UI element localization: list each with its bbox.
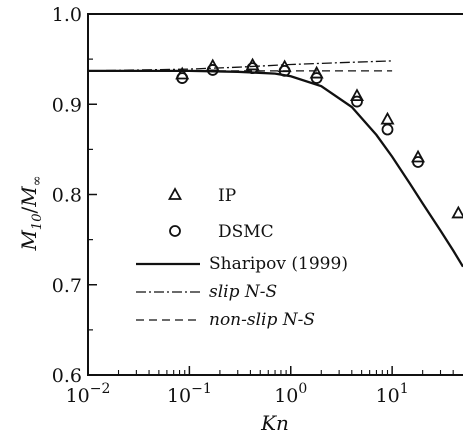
point-ip-4 xyxy=(309,65,324,79)
point-dsmc-4 xyxy=(310,72,323,84)
point-dsmc-6 xyxy=(381,123,394,136)
point-ip-6 xyxy=(380,111,395,125)
point-dsmc-1 xyxy=(206,64,219,76)
series-line-sharipov-1999 xyxy=(88,69,463,268)
point-ip-5 xyxy=(349,88,365,102)
y-tick-label-0: 0.6 xyxy=(52,365,82,387)
point-dsmc-7 xyxy=(412,156,424,168)
y-label-main: M xyxy=(17,230,41,252)
legend-label-sharipov-1999: Sharipov (1999) xyxy=(209,254,348,274)
point-dsmc-0 xyxy=(176,72,189,84)
point-dsmc-5 xyxy=(351,95,363,108)
svg-text:M10/M∞: M10/M∞ xyxy=(17,175,45,251)
x-tick-label-1: 10−1 xyxy=(167,381,212,407)
legend-marker-ip xyxy=(167,187,183,200)
legend-label-slip-n-s: slip N-S xyxy=(209,282,277,302)
legend-label-ip: IP xyxy=(218,186,236,206)
y-label-ref: M xyxy=(17,186,41,208)
legend-label-non-slip-n-s: non-slip N-S xyxy=(209,310,315,330)
y-tick-label-2: 0.8 xyxy=(52,185,82,207)
y-tick-label-1: 0.7 xyxy=(52,275,82,297)
point-ip-8 xyxy=(451,205,463,219)
point-ip-7 xyxy=(410,149,426,163)
legend-label-dsmc: DSMC xyxy=(218,222,274,242)
y-axis-label: M10/M∞ xyxy=(17,175,45,251)
series-line-slip-n-s xyxy=(87,60,393,72)
x-tick-label-2: 100 xyxy=(274,381,307,407)
x-tick-label-3: 101 xyxy=(376,381,409,407)
x-axis-label: Kn xyxy=(260,411,289,435)
y-label-sub-ref: ∞ xyxy=(30,175,45,186)
y-label-sub-main: 10 xyxy=(30,214,45,231)
x-tick-label-0: 10−2 xyxy=(66,381,111,407)
y-tick-label-4: 1.0 xyxy=(52,4,82,26)
y-label-sep: / xyxy=(17,207,41,214)
legend-marker-dsmc xyxy=(169,225,181,237)
y-tick-label-3: 0.9 xyxy=(52,94,82,116)
